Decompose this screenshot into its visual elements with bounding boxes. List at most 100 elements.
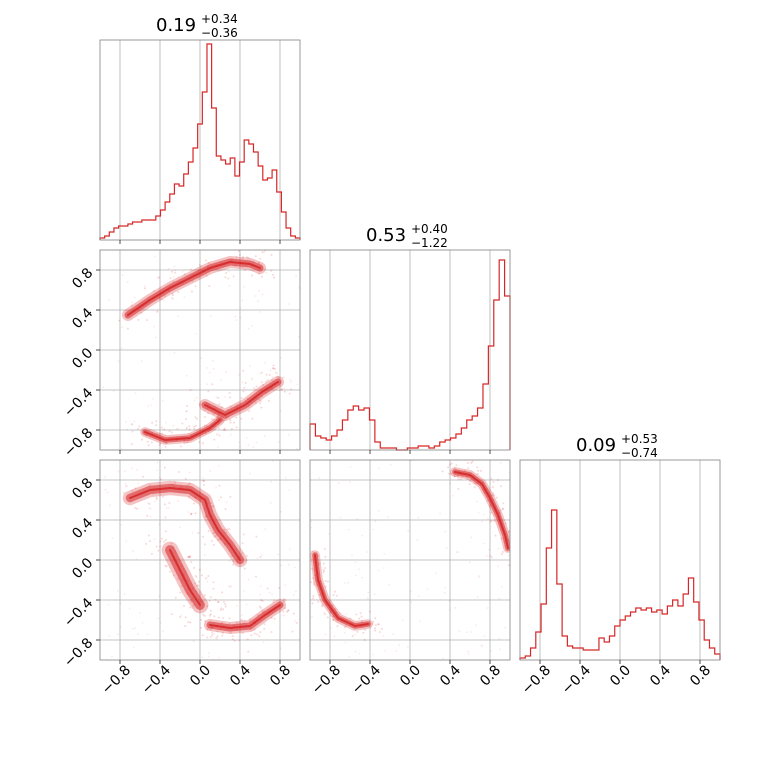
sample-point	[194, 416, 197, 419]
sample-point	[229, 585, 232, 588]
y-tick-label: 0.4	[69, 515, 96, 542]
sample-point	[227, 585, 230, 588]
sample-point	[188, 425, 191, 428]
sample-point	[450, 462, 453, 465]
sample-point	[216, 433, 219, 436]
sample-point	[188, 556, 191, 559]
sample-point	[205, 577, 208, 580]
density-contour	[127, 261, 261, 316]
sample-point	[264, 267, 267, 270]
sample-point	[206, 367, 209, 369]
sample-point	[148, 502, 151, 505]
density-content	[310, 460, 510, 660]
sample-point	[249, 472, 252, 475]
sample-point	[378, 631, 381, 634]
sample-point	[131, 430, 134, 433]
sample-point	[502, 507, 505, 510]
sample-point	[326, 580, 329, 583]
sample-point	[261, 609, 264, 612]
sample-point	[126, 428, 128, 431]
x-tick-label: −0.4	[559, 662, 594, 697]
sample-point	[171, 292, 174, 295]
sample-point	[172, 294, 175, 297]
sample-point	[407, 529, 410, 532]
sample-point	[152, 493, 154, 496]
sample-point	[228, 528, 231, 531]
panels	[96, 39, 721, 664]
sample-point	[197, 584, 200, 587]
sample-point	[329, 626, 332, 629]
sample-point	[276, 375, 279, 378]
sample-point	[123, 470, 126, 473]
sample-point	[117, 470, 120, 473]
sample-point	[389, 463, 392, 466]
sample-point	[476, 595, 479, 598]
density-content	[100, 460, 298, 659]
sample-point	[361, 576, 364, 579]
sample-point	[318, 562, 321, 565]
sample-point	[470, 461, 473, 464]
sample-point	[164, 564, 167, 567]
sample-point	[351, 554, 353, 557]
sample-point	[333, 590, 336, 593]
sample-point	[215, 486, 218, 489]
sample-point	[189, 513, 192, 516]
hist-panel-3	[519, 459, 721, 664]
sample-point	[154, 336, 157, 339]
sample-point	[206, 605, 209, 608]
density-contour	[454, 471, 509, 549]
sample-point	[203, 543, 206, 546]
sample-point	[131, 422, 134, 425]
sample-point	[121, 274, 124, 277]
sample-point	[483, 635, 486, 638]
sample-point	[277, 441, 280, 443]
sample-point	[322, 569, 325, 572]
sample-point	[500, 553, 503, 556]
density-contour	[129, 487, 241, 561]
sample-point	[210, 502, 213, 505]
sample-point	[217, 427, 220, 430]
sample-point	[258, 310, 261, 313]
sample-point	[245, 554, 248, 557]
sample-point	[181, 270, 184, 273]
sample-point	[242, 369, 245, 372]
sample-point	[217, 616, 220, 619]
sample-point	[313, 583, 316, 586]
sample-point	[218, 403, 221, 406]
sample-point	[382, 635, 385, 638]
sample-point	[193, 399, 196, 402]
sample-point	[443, 591, 446, 594]
sample-point	[158, 433, 161, 436]
sample-point	[406, 646, 409, 648]
sample-point	[207, 530, 210, 533]
sample-point	[238, 373, 240, 376]
x-tick-label: 0.8	[687, 662, 714, 689]
sample-point	[499, 461, 502, 464]
y-tick-label: −0.8	[61, 635, 96, 670]
sample-point	[442, 657, 445, 660]
sample-point	[133, 420, 136, 423]
sample-point	[179, 591, 182, 594]
sample-point	[486, 607, 489, 609]
sample-point	[205, 275, 208, 278]
x-tick-label: 0.4	[647, 662, 674, 689]
sample-point	[194, 575, 197, 578]
sample-point	[208, 371, 211, 374]
sample-point	[204, 620, 207, 623]
sample-point	[459, 478, 462, 481]
sample-point	[209, 628, 212, 631]
sample-point	[130, 423, 133, 426]
sample-point	[498, 637, 501, 640]
sample-point	[312, 581, 315, 584]
sample-point	[229, 421, 232, 424]
sample-point	[209, 636, 212, 639]
sample-point	[185, 441, 188, 444]
histogram-step	[99, 43, 301, 240]
sample-point	[220, 406, 223, 409]
sample-point	[377, 569, 380, 572]
sample-point	[167, 267, 170, 270]
sample-point	[268, 373, 271, 376]
sample-point	[255, 441, 258, 444]
sample-point	[242, 255, 245, 258]
